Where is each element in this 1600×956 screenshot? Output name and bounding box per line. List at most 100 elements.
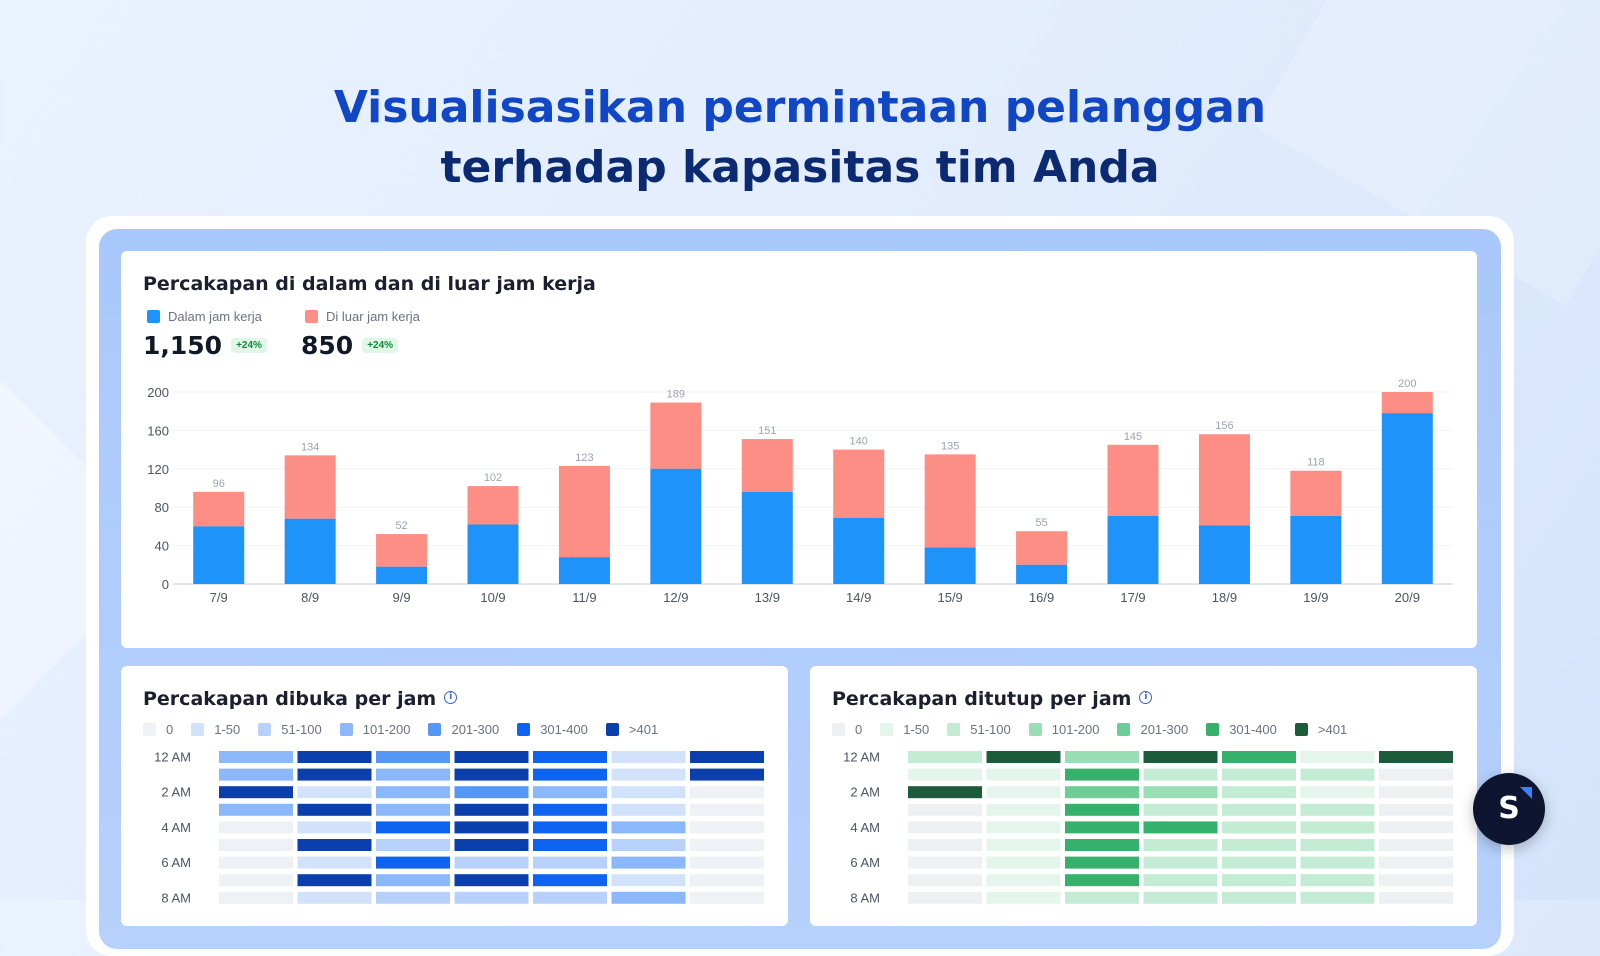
bar-out-hours[interactable]: [833, 449, 885, 518]
heatmap-cell[interactable]: [1300, 803, 1375, 816]
heatmap-cell[interactable]: [1065, 803, 1139, 816]
bar-out-hours[interactable]: [193, 491, 245, 527]
heatmap-cell[interactable]: [986, 874, 1061, 887]
heatmap-cell[interactable]: [1300, 768, 1375, 781]
bar-out-hours[interactable]: [924, 454, 976, 548]
heatmap-cell[interactable]: [1222, 891, 1296, 904]
bar-in-hours[interactable]: [467, 524, 519, 584]
bar-in-hours[interactable]: [284, 518, 336, 584]
heatmap-cell[interactable]: [1300, 839, 1375, 851]
bar-in-hours[interactable]: [924, 547, 976, 584]
heatmap-cell[interactable]: [1300, 874, 1375, 887]
bar-in-hours[interactable]: [1290, 515, 1342, 584]
heatmap-cell[interactable]: [1379, 751, 1453, 763]
heatmap-cell[interactable]: [1065, 839, 1139, 851]
heatmap-cell[interactable]: [1143, 768, 1218, 781]
heatmap-cell[interactable]: [1143, 751, 1218, 763]
heatmap-cell[interactable]: [219, 768, 293, 781]
bar-out-hours[interactable]: [650, 402, 702, 469]
heatmap-cell[interactable]: [690, 786, 764, 799]
heatmap-cell[interactable]: [1143, 803, 1218, 816]
heatmap-cell[interactable]: [1143, 839, 1218, 851]
info-icon[interactable]: i: [1139, 691, 1153, 704]
heatmap-cell[interactable]: [219, 874, 293, 887]
heatmap-cell[interactable]: [986, 821, 1061, 834]
heatmap-cell[interactable]: [611, 768, 686, 781]
heatmap-cell[interactable]: [1222, 803, 1296, 816]
heatmap-cell[interactable]: [454, 874, 529, 887]
bar-out-hours[interactable]: [1198, 434, 1250, 526]
heatmap-cell[interactable]: [611, 839, 686, 851]
heatmap-cell[interactable]: [376, 874, 450, 887]
heatmap-cell[interactable]: [376, 839, 450, 851]
bar-out-hours[interactable]: [1381, 392, 1433, 414]
heatmap-cell[interactable]: [908, 874, 982, 887]
info-icon[interactable]: i: [444, 691, 458, 704]
heatmap-cell[interactable]: [533, 839, 607, 851]
heatmap-cell[interactable]: [1065, 751, 1139, 763]
heatmap-cell[interactable]: [1065, 786, 1139, 799]
heatmap-cell[interactable]: [908, 803, 982, 816]
bar-in-hours[interactable]: [741, 491, 793, 584]
bar-out-hours[interactable]: [376, 534, 428, 567]
brand-logo-badge[interactable]: S: [1473, 773, 1545, 845]
heatmap-cell[interactable]: [297, 874, 372, 887]
heatmap-cell[interactable]: [533, 821, 607, 834]
heatmap-cell[interactable]: [1222, 856, 1296, 869]
heatmap-cell[interactable]: [219, 821, 293, 834]
heatmap-cell[interactable]: [533, 786, 607, 799]
heatmap-cell[interactable]: [1143, 821, 1218, 834]
heatmap-cell[interactable]: [454, 786, 529, 799]
heatmap-cell[interactable]: [1222, 768, 1296, 781]
bar-out-hours[interactable]: [284, 455, 336, 519]
heatmap-cell[interactable]: [454, 839, 529, 851]
heatmap-cell[interactable]: [376, 821, 450, 834]
heatmap-cell[interactable]: [1300, 821, 1375, 834]
heatmap-cell[interactable]: [690, 821, 764, 834]
bar-out-hours[interactable]: [1290, 470, 1342, 516]
heatmap-cell[interactable]: [611, 803, 686, 816]
heatmap-cell[interactable]: [690, 891, 764, 904]
heatmap-cell[interactable]: [533, 874, 607, 887]
heatmap-cell[interactable]: [611, 786, 686, 799]
heatmap-cell[interactable]: [376, 803, 450, 816]
heatmap-cell[interactable]: [454, 768, 529, 781]
heatmap-cell[interactable]: [986, 891, 1061, 904]
bar-in-hours[interactable]: [558, 557, 610, 584]
heatmap-cell[interactable]: [1222, 839, 1296, 851]
heatmap-cell[interactable]: [986, 803, 1061, 816]
heatmap-cell[interactable]: [454, 891, 529, 904]
heatmap-cell[interactable]: [297, 751, 372, 763]
heatmap-cell[interactable]: [219, 891, 293, 904]
bar-out-hours[interactable]: [467, 486, 519, 525]
heatmap-cell[interactable]: [454, 751, 529, 763]
heatmap-cell[interactable]: [297, 768, 372, 781]
heatmap-cell[interactable]: [219, 803, 293, 816]
heatmap-cell[interactable]: [690, 874, 764, 887]
heatmap-cell[interactable]: [533, 751, 607, 763]
heatmap-cell[interactable]: [1379, 891, 1453, 904]
heatmap-cell[interactable]: [376, 856, 450, 869]
heatmap-cell[interactable]: [1143, 874, 1218, 887]
heatmap-cell[interactable]: [611, 874, 686, 887]
heatmap-cell[interactable]: [297, 821, 372, 834]
heatmap-cell[interactable]: [690, 839, 764, 851]
heatmap-cell[interactable]: [908, 856, 982, 869]
heatmap-cell[interactable]: [908, 821, 982, 834]
heatmap-cell[interactable]: [1222, 786, 1296, 799]
heatmap-cell[interactable]: [454, 856, 529, 869]
heatmap-cell[interactable]: [1222, 751, 1296, 763]
heatmap-cell[interactable]: [219, 856, 293, 869]
bar-in-hours[interactable]: [1381, 413, 1433, 584]
heatmap-cell[interactable]: [533, 768, 607, 781]
heatmap-cell[interactable]: [690, 768, 764, 781]
heatmap-cell[interactable]: [1379, 839, 1453, 851]
heatmap-cell[interactable]: [908, 786, 982, 799]
heatmap-cell[interactable]: [376, 786, 450, 799]
heatmap-cell[interactable]: [1379, 874, 1453, 887]
heatmap-cell[interactable]: [376, 751, 450, 763]
heatmap-cell[interactable]: [533, 891, 607, 904]
heatmap-cell[interactable]: [297, 839, 372, 851]
heatmap-cell[interactable]: [297, 891, 372, 904]
bar-in-hours[interactable]: [833, 517, 885, 584]
